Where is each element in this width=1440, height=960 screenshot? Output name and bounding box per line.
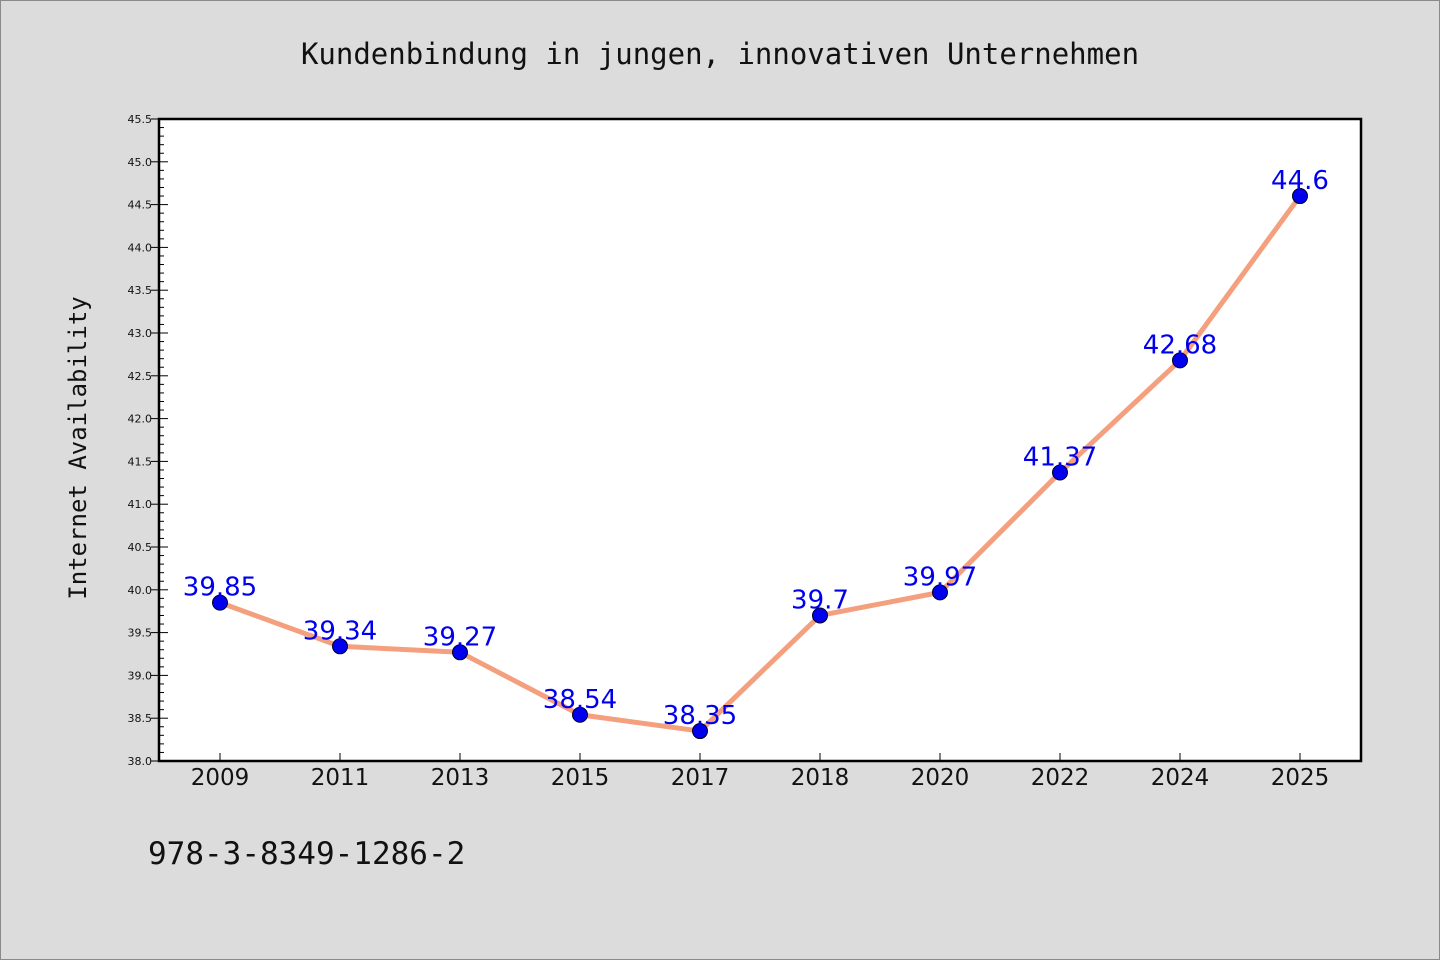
data-point: [212, 594, 228, 611]
y-tick-label: 39.0: [128, 669, 153, 682]
y-tick-label: 41.0: [128, 498, 153, 511]
y-tick-label: 44.5: [128, 199, 153, 212]
data-point: [332, 638, 348, 655]
data-label: 38.54: [543, 685, 617, 715]
data-label: 39.97: [903, 562, 977, 592]
data-label: 38.35: [663, 701, 737, 731]
data-point: [692, 723, 708, 740]
y-tick-label: 42.5: [128, 370, 153, 383]
x-tick-label: 2018: [791, 765, 850, 791]
x-tick-label: 2017: [671, 765, 730, 791]
y-tick-label: 40.0: [128, 584, 153, 597]
data-label: 39.7: [791, 585, 849, 615]
isbn-text: 978-3-8349-1286-2: [148, 836, 465, 872]
x-tick-label: 2015: [551, 765, 610, 791]
series-path: [217, 193, 1303, 734]
x-tick-label: 2025: [1271, 765, 1330, 791]
y-axis-ticks: 38.0 38.5 39.0 39.5 40.0 40.5 41.0 41.5 42.0 42.5…: [128, 113, 168, 768]
y-tick-label: 38.0: [128, 755, 153, 768]
data-label: 42.68: [1143, 330, 1217, 360]
y-tick-label: 45.5: [128, 113, 153, 126]
y-tick-label: 38.5: [128, 712, 153, 725]
y-tick-label: 39.5: [128, 627, 153, 640]
x-tick-label: 2020: [911, 765, 970, 791]
plot-area: [157, 117, 1363, 763]
data-point: [812, 607, 828, 624]
y-tick-label: 40.5: [128, 541, 153, 554]
y-axis-label: Internet Availability: [64, 296, 92, 599]
data-labels: 39.85 39.34 39.27 38.54 38.35 39.7 39.97 41.37 4…: [183, 166, 1329, 731]
data-label: 39.34: [303, 616, 377, 646]
y-tick-label: 43.5: [128, 284, 153, 297]
data-point: [1292, 188, 1308, 205]
y-tick-label: 45.0: [128, 156, 153, 169]
data-point: [572, 706, 588, 723]
y-tick-label: 44.0: [128, 241, 153, 254]
y-tick-label: 42.0: [128, 413, 153, 426]
data-label: 39.85: [183, 573, 257, 603]
data-point: [932, 584, 948, 601]
series-line: [212, 188, 1308, 740]
x-tick-label: 2024: [1151, 765, 1210, 791]
data-label: 41.37: [1023, 443, 1097, 473]
x-tick-label: 2022: [1031, 765, 1090, 791]
data-label: 44.6: [1271, 166, 1329, 196]
x-tick-label: 2011: [311, 765, 370, 791]
x-axis-ticks: 2009 2011 2013 2015 2017 2018 2020 2022 2024 2025: [191, 753, 1330, 791]
y-tick-label: 41.5: [128, 455, 153, 468]
data-label: 39.27: [423, 622, 497, 652]
data-point: [452, 644, 468, 661]
data-point: [1052, 464, 1068, 481]
x-tick-label: 2009: [191, 765, 250, 791]
chart-title: Kundenbindung in jungen, innovativen Unt…: [301, 37, 1139, 71]
data-point: [1172, 352, 1188, 369]
x-tick-label: 2013: [431, 765, 490, 791]
y-tick-label: 43.0: [128, 327, 153, 340]
